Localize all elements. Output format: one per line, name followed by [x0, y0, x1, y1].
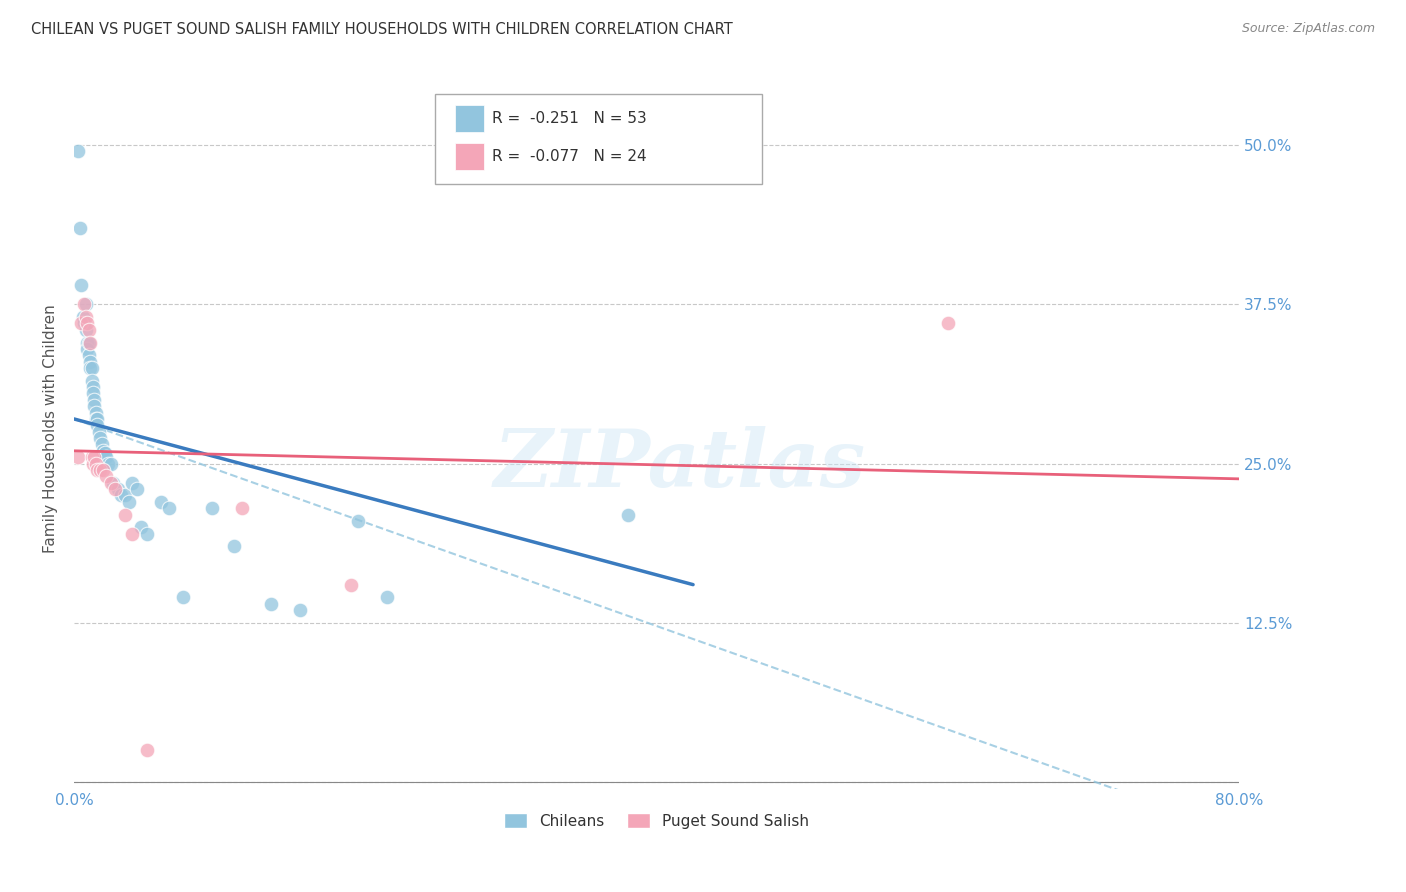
Point [77, 335, 100, 350]
Point [82, 380, 104, 394]
Point [340, 577, 363, 591]
Point [121, 526, 143, 541]
FancyBboxPatch shape [456, 104, 484, 132]
Point [94, 450, 117, 465]
Text: R =  -0.077   N = 24: R = -0.077 N = 24 [492, 149, 647, 164]
Point [125, 482, 148, 496]
Point [260, 597, 283, 611]
Point [288, 603, 311, 617]
Point [375, 591, 398, 605]
Point [73, 317, 96, 331]
Point [87, 425, 110, 439]
Point [86, 418, 108, 433]
Point [150, 495, 173, 509]
Point [231, 501, 253, 516]
Y-axis label: Family Households with Children: Family Households with Children [44, 304, 58, 553]
Point [107, 482, 129, 496]
Point [97, 457, 120, 471]
Point [73, 297, 96, 311]
Point [86, 463, 108, 477]
Point [110, 488, 132, 502]
Point [94, 469, 117, 483]
FancyBboxPatch shape [436, 94, 762, 184]
Point [114, 508, 136, 522]
Point [80, 361, 103, 376]
Point [936, 317, 959, 331]
Point [77, 348, 100, 362]
Point [79, 361, 101, 376]
Point [77, 323, 100, 337]
Point [76, 342, 98, 356]
Point [70, 317, 93, 331]
Point [70, 278, 93, 293]
Point [135, 743, 157, 757]
Point [83, 399, 105, 413]
Point [347, 514, 370, 528]
Point [201, 501, 224, 516]
Point [84, 457, 107, 471]
Point [69, 220, 91, 235]
Point [80, 450, 103, 465]
Point [616, 508, 638, 522]
Point [100, 475, 122, 490]
Point [82, 386, 104, 401]
Point [121, 475, 143, 490]
Point [114, 488, 136, 502]
Point [75, 297, 97, 311]
Text: ZIPatlas: ZIPatlas [494, 425, 866, 503]
Legend: Chileans, Puget Sound Salish: Chileans, Puget Sound Salish [498, 806, 815, 835]
Point [79, 335, 101, 350]
Point [100, 457, 122, 471]
Point [67, 145, 90, 159]
Point [75, 323, 97, 337]
Point [76, 317, 98, 331]
Point [224, 540, 246, 554]
Point [79, 354, 101, 368]
Point [86, 412, 108, 426]
Point [172, 591, 194, 605]
Point [104, 482, 127, 496]
Point [103, 475, 125, 490]
Point [89, 431, 111, 445]
Point [91, 443, 114, 458]
Point [75, 310, 97, 324]
Point [82, 457, 104, 471]
Point [83, 392, 105, 407]
Point [91, 463, 114, 477]
Point [118, 495, 141, 509]
Point [83, 450, 105, 465]
FancyBboxPatch shape [456, 143, 484, 170]
Point [84, 412, 107, 426]
Text: R =  -0.251   N = 53: R = -0.251 N = 53 [492, 111, 647, 126]
Point [157, 501, 180, 516]
Point [135, 526, 157, 541]
Point [90, 437, 112, 451]
Point [129, 520, 152, 534]
Point [89, 463, 111, 477]
Text: Source: ZipAtlas.com: Source: ZipAtlas.com [1241, 22, 1375, 36]
Point [93, 446, 115, 460]
Point [72, 310, 94, 324]
Point [76, 335, 98, 350]
Text: CHILEAN VS PUGET SOUND SALISH FAMILY HOUSEHOLDS WITH CHILDREN CORRELATION CHART: CHILEAN VS PUGET SOUND SALISH FAMILY HOU… [31, 22, 733, 37]
Point [80, 374, 103, 388]
Point [84, 406, 107, 420]
Point [67, 450, 90, 465]
